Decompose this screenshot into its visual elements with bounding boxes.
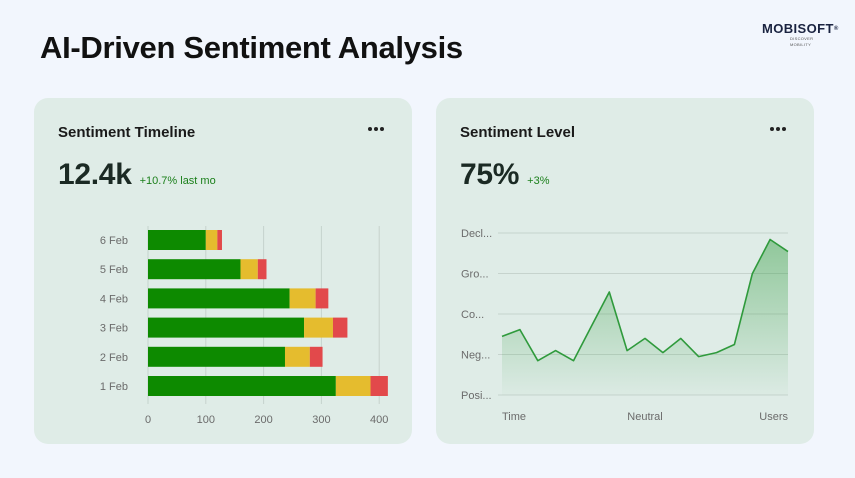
x-tick-label: 400 xyxy=(370,414,388,426)
bar-segment xyxy=(205,230,218,250)
logo-wordmark: MOBISOFT xyxy=(762,21,834,36)
y-category-label: 2 Feb xyxy=(100,352,128,364)
y-category-label: Gro... xyxy=(461,269,489,281)
more-horizontal-icon[interactable] xyxy=(768,122,788,136)
logo-registered-mark: ® xyxy=(833,26,839,32)
bar-segment xyxy=(217,230,222,250)
bar-segment xyxy=(148,317,305,338)
y-category-label: 4 Feb xyxy=(100,293,128,305)
y-category-label: 6 Feb xyxy=(100,235,128,247)
sentiment-level-card: Sentiment Level 75% +3% Decl... Gro... Co.… xyxy=(436,98,814,444)
bar-segment xyxy=(148,376,336,396)
bar-segment xyxy=(309,346,323,367)
bar-segment xyxy=(315,288,329,309)
series-line xyxy=(501,238,789,362)
bar-segment xyxy=(370,376,388,396)
metric-value: 12.4k xyxy=(58,158,132,191)
sentiment-timeline-chart: 0 100 200 300 400 6 Feb 5 Feb 4 Feb 3 Feb 2 Feb 1 … xyxy=(100,226,388,426)
bar-segment xyxy=(332,317,348,338)
y-category-label: Posi... xyxy=(461,390,492,402)
bar-segment xyxy=(148,259,241,280)
metric: 75% +3% xyxy=(460,158,549,192)
x-tick-label: 100 xyxy=(197,414,215,426)
bar-segment xyxy=(148,230,206,250)
sentiment-timeline-card: Sentiment Timeline 12.4k +10.7% last mo … xyxy=(34,98,412,444)
x-tick-label: Time xyxy=(502,411,526,423)
sentiment-level-chart: Decl... Gro... Co... Neg... Posi... Time Neutr… xyxy=(461,228,789,423)
more-horizontal-icon[interactable] xyxy=(366,122,386,136)
x-tick-label: 200 xyxy=(254,414,272,426)
bar-segment xyxy=(335,376,371,396)
x-tick-label: Neutral xyxy=(627,411,662,423)
y-category-label: 3 Feb xyxy=(100,323,128,335)
y-category-label: 1 Feb xyxy=(100,381,128,393)
bar-segment xyxy=(240,259,258,280)
card-title: Sentiment Level xyxy=(460,124,576,141)
x-tick-label: 300 xyxy=(312,414,330,426)
metric-value: 75% xyxy=(460,158,520,191)
y-category-label: Neg... xyxy=(461,350,490,362)
bar-segment xyxy=(304,317,333,338)
bar-segment xyxy=(148,288,290,309)
page-title: AI-Driven Sentiment Analysis xyxy=(40,30,463,65)
bar-segment xyxy=(289,288,316,309)
metric: 12.4k +10.7% last mo xyxy=(58,158,216,192)
y-category-label: Co... xyxy=(461,309,484,321)
bar-segment xyxy=(284,346,310,367)
y-category-label: 5 Feb xyxy=(100,264,128,276)
y-category-label: Decl... xyxy=(461,228,492,240)
x-tick-label: Users xyxy=(759,411,788,423)
area-fill xyxy=(502,239,788,395)
metric-change: +10.7% last mo xyxy=(139,175,216,187)
x-tick-label: 0 xyxy=(145,414,151,426)
metric-change: +3% xyxy=(527,175,550,187)
card-title: Sentiment Timeline xyxy=(58,124,196,141)
brand-logo: MOBISOFT® DISCOVER MOBILITY xyxy=(762,21,838,48)
logo-tagline: DISCOVER MOBILITY xyxy=(790,36,814,47)
bar-segment xyxy=(257,259,267,280)
bar-segment xyxy=(148,346,285,367)
